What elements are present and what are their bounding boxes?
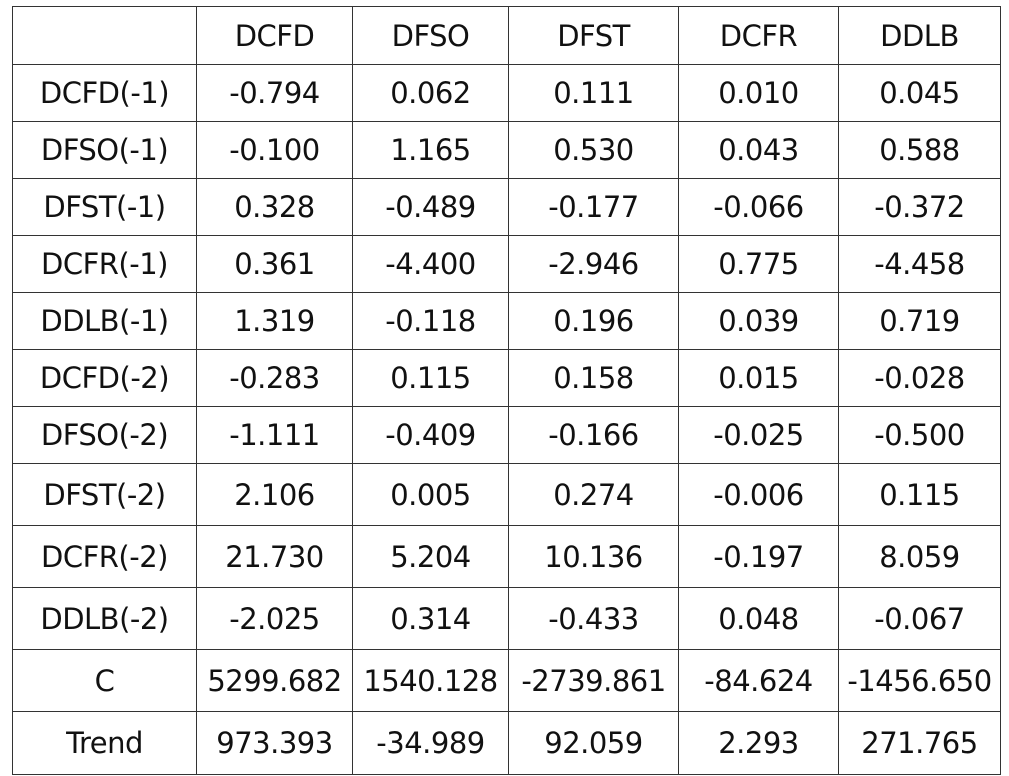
table-row: DFSO(-1) -0.100 1.165 0.530 0.043 0.588 — [12, 121, 1001, 179]
table-cell: -0.409 — [352, 406, 509, 464]
table-cell: 5299.682 — [196, 649, 353, 712]
row-label: DCFR(-1) — [12, 235, 197, 293]
table-cell: 0.010 — [678, 64, 839, 122]
row-label: C — [12, 649, 197, 712]
table-cell: 10.136 — [508, 525, 679, 588]
header-row: DCFD DFSO DFST DCFR DDLB — [12, 6, 1001, 65]
table-row: DFST(-1) 0.328 -0.489 -0.177 -0.066 -0.372 — [12, 178, 1001, 236]
column-header: DDLB — [838, 6, 1001, 65]
table-row: DCFD(-1) -0.794 0.062 0.111 0.010 0.045 — [12, 64, 1001, 122]
table-cell: -0.197 — [678, 525, 839, 588]
table-cell: -0.006 — [678, 463, 839, 526]
table-row: DCFR(-2) 21.730 5.204 10.136 -0.197 8.059 — [12, 525, 1001, 588]
table-cell: -0.067 — [838, 587, 1001, 650]
table-cell: 0.062 — [352, 64, 509, 122]
table-cell: 1.319 — [196, 292, 353, 350]
table-cell: -4.458 — [838, 235, 1001, 293]
table-cell: -2.946 — [508, 235, 679, 293]
table-cell: 0.115 — [838, 463, 1001, 526]
coefficient-table: DCFD DFSO DFST DCFR DDLB DCFD(-1) -0.794 0.062 0… — [12, 6, 1001, 775]
table-cell: 0.588 — [838, 121, 1001, 179]
table-cell: -0.166 — [508, 406, 679, 464]
table-cell: 5.204 — [352, 525, 509, 588]
row-label: DFST(-2) — [12, 463, 197, 526]
table-cell: -0.118 — [352, 292, 509, 350]
table-cell: 1540.128 — [352, 649, 509, 712]
column-header: DCFD — [196, 6, 353, 65]
table-cell: 973.393 — [196, 711, 353, 775]
table-cell: -4.400 — [352, 235, 509, 293]
table-row: DCFR(-1) 0.361 -4.400 -2.946 0.775 -4.458 — [12, 235, 1001, 293]
table-cell: 0.043 — [678, 121, 839, 179]
table-cell: 2.106 — [196, 463, 353, 526]
column-header: DCFR — [678, 6, 839, 65]
table-cell: -0.100 — [196, 121, 353, 179]
table-cell: -0.794 — [196, 64, 353, 122]
table-cell: -1.111 — [196, 406, 353, 464]
table-cell: -0.500 — [838, 406, 1001, 464]
table-cell: 8.059 — [838, 525, 1001, 588]
table-cell: 2.293 — [678, 711, 839, 775]
table-row: DFST(-2) 2.106 0.005 0.274 -0.006 0.115 — [12, 463, 1001, 526]
column-header: DFSO — [352, 6, 509, 65]
table-cell: 21.730 — [196, 525, 353, 588]
table-cell: 0.045 — [838, 64, 1001, 122]
table-cell: -84.624 — [678, 649, 839, 712]
row-label: DFSO(-2) — [12, 406, 197, 464]
table-cell: 0.048 — [678, 587, 839, 650]
table-cell: 0.314 — [352, 587, 509, 650]
table-cell: 0.530 — [508, 121, 679, 179]
table-cell: 0.111 — [508, 64, 679, 122]
table-cell: 0.115 — [352, 349, 509, 407]
row-label: DCFD(-1) — [12, 64, 197, 122]
table-cell: 0.719 — [838, 292, 1001, 350]
table-row: DFSO(-2) -1.111 -0.409 -0.166 -0.025 -0.500 — [12, 406, 1001, 464]
table-cell: -2.025 — [196, 587, 353, 650]
row-label: DCFR(-2) — [12, 525, 197, 588]
table-cell: 0.328 — [196, 178, 353, 236]
table-cell: -0.283 — [196, 349, 353, 407]
table-cell: -34.989 — [352, 711, 509, 775]
table-cell: 0.158 — [508, 349, 679, 407]
table-row: C 5299.682 1540.128 -2739.861 -84.624 -1456.6… — [12, 649, 1001, 712]
table-cell: 1.165 — [352, 121, 509, 179]
row-label: DDLB(-1) — [12, 292, 197, 350]
table-cell: -0.025 — [678, 406, 839, 464]
header-corner-cell — [12, 6, 197, 65]
row-label: DDLB(-2) — [12, 587, 197, 650]
table-cell: 0.274 — [508, 463, 679, 526]
column-header: DFST — [508, 6, 679, 65]
table-cell: 0.015 — [678, 349, 839, 407]
table-row: DDLB(-1) 1.319 -0.118 0.196 0.039 0.719 — [12, 292, 1001, 350]
table-cell: -0.028 — [838, 349, 1001, 407]
table-cell: 0.005 — [352, 463, 509, 526]
table-cell: -2739.861 — [508, 649, 679, 712]
table-cell: -0.177 — [508, 178, 679, 236]
table-cell: -0.066 — [678, 178, 839, 236]
table-row: Trend 973.393 -34.989 92.059 2.293 271.765 — [12, 711, 1001, 775]
table-cell: -0.433 — [508, 587, 679, 650]
row-label: DFSO(-1) — [12, 121, 197, 179]
table-cell: 0.361 — [196, 235, 353, 293]
table-cell: 271.765 — [838, 711, 1001, 775]
table-cell: 0.039 — [678, 292, 839, 350]
row-label: Trend — [12, 711, 197, 775]
row-label: DFST(-1) — [12, 178, 197, 236]
table-cell: 0.196 — [508, 292, 679, 350]
row-label: DCFD(-2) — [12, 349, 197, 407]
table-row: DDLB(-2) -2.025 0.314 -0.433 0.048 -0.067 — [12, 587, 1001, 650]
table-cell: 92.059 — [508, 711, 679, 775]
table-row: DCFD(-2) -0.283 0.115 0.158 0.015 -0.028 — [12, 349, 1001, 407]
table-cell: -1456.650 — [838, 649, 1001, 712]
table-body: DCFD DFSO DFST DCFR DDLB DCFD(-1) -0.794 0.062 0… — [12, 6, 1001, 775]
table-cell: 0.775 — [678, 235, 839, 293]
table-cell: -0.372 — [838, 178, 1001, 236]
table-cell: -0.489 — [352, 178, 509, 236]
